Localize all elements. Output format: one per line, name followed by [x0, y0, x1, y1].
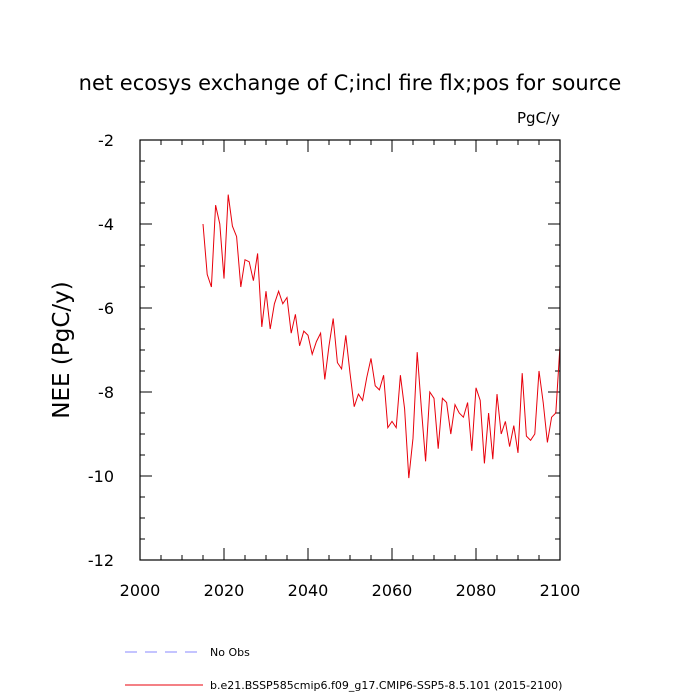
y-axis-label: NEE (PgC/y) — [49, 281, 75, 418]
x-tick-label: 2080 — [456, 581, 497, 600]
plot-frame — [139, 139, 561, 561]
x-tick-label: 2100 — [540, 581, 581, 600]
y-tick-label: -12 — [88, 551, 114, 570]
minor-ticks — [139, 139, 561, 561]
x-tick-label: 2060 — [372, 581, 413, 600]
legend-entry: No Obs — [210, 646, 250, 659]
y-tick-label: -6 — [98, 299, 114, 318]
legend: No Obs b.e21.BSSP585cmip6.f09_g17.CMIP6-S… — [125, 646, 562, 692]
x-tick-label: 2000 — [120, 581, 161, 600]
y-tick-label: -8 — [98, 383, 114, 402]
y-tick-label: -4 — [98, 215, 114, 234]
series-layer — [202, 194, 561, 479]
series-line — [202, 194, 561, 479]
y-tick-labels: -12 -10 -8 -6 -4 -2 — [88, 131, 114, 570]
legend-entry: b.e21.BSSP585cmip6.f09_g17.CMIP6-SSP5-8.… — [210, 679, 562, 692]
chart-title: net ecosys exchange of C;incl fire flx;p… — [79, 71, 622, 95]
y-tick-label: -2 — [98, 131, 114, 150]
y-tick-label: -10 — [88, 467, 114, 486]
major-ticks — [139, 139, 561, 561]
units-label: PgC/y — [517, 109, 560, 127]
x-tick-label: 2020 — [204, 581, 245, 600]
x-tick-labels: 2000 2020 2040 2060 2080 2100 — [120, 581, 581, 600]
x-tick-label: 2040 — [288, 581, 329, 600]
